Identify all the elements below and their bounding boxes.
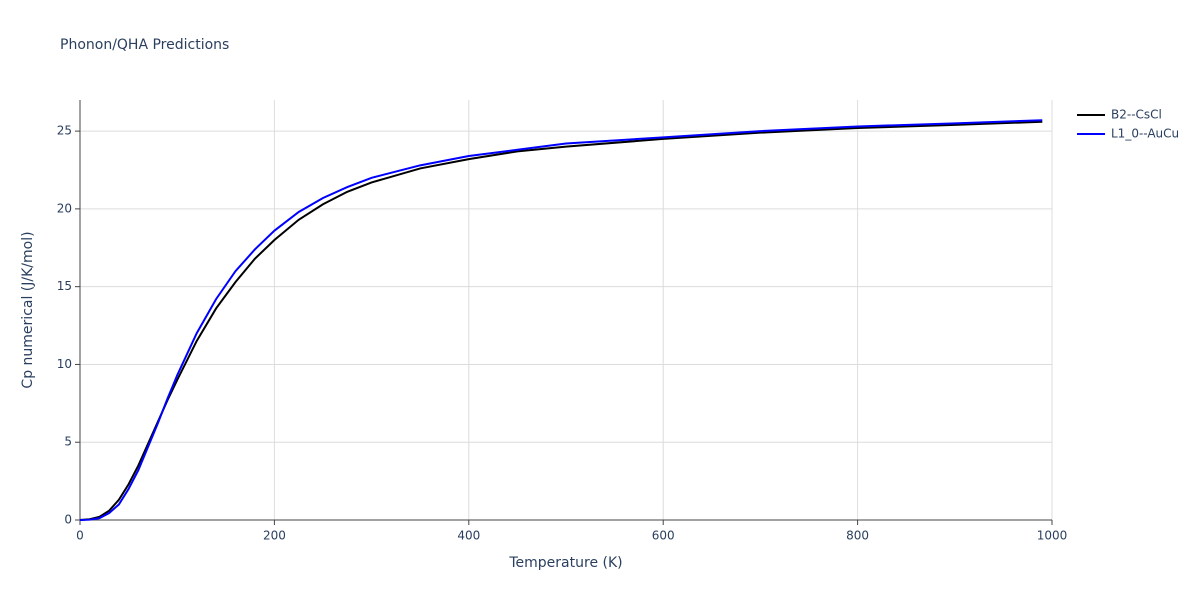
x-tick-label: 800 — [846, 529, 869, 543]
x-tick-label: 600 — [652, 529, 675, 543]
y-axis-label: Cp numerical (J/K/mol) — [20, 231, 36, 388]
x-tick-label: 400 — [457, 529, 480, 543]
x-tick-label: 200 — [263, 529, 286, 543]
y-tick-label: 5 — [64, 435, 72, 449]
series-line — [79, 119, 1043, 521]
y-tick-label: 10 — [57, 357, 72, 371]
y-tick-label: 20 — [57, 201, 72, 215]
x-axis-label: Temperature (K) — [508, 555, 622, 571]
legend-label: L1_0--AuCu — [1111, 127, 1179, 141]
y-tick-label: 25 — [57, 124, 72, 138]
x-tick-label: 0 — [76, 529, 84, 543]
series-line — [79, 120, 1043, 521]
legend-label: B2--CsCl — [1111, 108, 1162, 122]
chart-title: Phonon/QHA Predictions — [60, 37, 229, 53]
y-tick-label: 0 — [64, 513, 72, 527]
y-tick-label: 15 — [57, 279, 72, 293]
x-tick-label: 1000 — [1037, 529, 1068, 543]
